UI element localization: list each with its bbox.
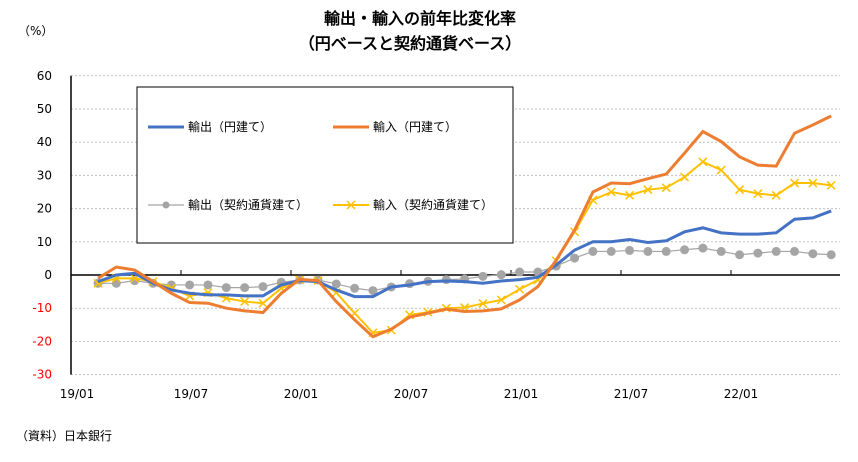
- x-tick-label: 19/07: [174, 387, 209, 401]
- legend-box: [136, 86, 514, 244]
- data-point: [570, 253, 580, 263]
- data-point: [258, 298, 268, 308]
- y-axis-label: （%）: [18, 24, 53, 38]
- source-note: （資料）日本銀行: [16, 429, 112, 443]
- data-point: [790, 246, 800, 256]
- legend-label: 輸入（円建て）: [373, 119, 457, 134]
- data-point: [258, 282, 268, 292]
- data-point: [606, 246, 616, 256]
- chart-title: 輸出・輸入の前年比変化率: [324, 9, 516, 28]
- y-tick-label: -10: [32, 301, 52, 315]
- x-tick-label: 20/07: [394, 387, 429, 401]
- series-0: [97, 209, 832, 299]
- series-1: [97, 114, 832, 339]
- data-point: [625, 190, 635, 200]
- data-point: [661, 246, 671, 256]
- data-point: [771, 246, 781, 256]
- data-point: [735, 250, 745, 260]
- data-point: [240, 297, 250, 307]
- legend-marker: [162, 201, 170, 209]
- y-tick-label: 20: [37, 202, 52, 216]
- x-tick-label: 21/01: [504, 387, 539, 401]
- y-tick-label: 50: [37, 102, 52, 116]
- data-point: [515, 284, 525, 294]
- series-line: [97, 209, 832, 299]
- data-point: [826, 250, 836, 260]
- data-point: [698, 243, 708, 253]
- data-point: [515, 267, 525, 277]
- data-point: [643, 185, 653, 195]
- data-point: [625, 245, 635, 255]
- data-point: [680, 245, 690, 255]
- data-point: [808, 249, 818, 259]
- chart-subtitle: （円ベースと契約通貨ベース）: [299, 34, 521, 53]
- data-point: [203, 280, 213, 290]
- y-tick-label: -20: [32, 334, 52, 348]
- y-tick-label: 40: [37, 135, 52, 149]
- series-2: [93, 243, 836, 296]
- data-point: [790, 178, 800, 188]
- data-point: [368, 286, 378, 296]
- x-tick-label: 21/07: [614, 387, 649, 401]
- y-tick-label: -30: [32, 368, 52, 382]
- data-point: [661, 183, 671, 193]
- legend-label: 輸出（円建て）: [188, 119, 272, 134]
- data-point: [331, 279, 341, 289]
- legend-marker: [346, 200, 356, 210]
- y-tick-label: 0: [44, 268, 52, 282]
- y-tick-label: 10: [37, 235, 52, 249]
- data-point: [606, 187, 616, 197]
- data-point: [716, 165, 726, 175]
- data-point: [496, 270, 506, 280]
- data-point: [478, 271, 488, 281]
- data-point: [808, 178, 818, 188]
- data-point: [240, 283, 250, 293]
- data-point: [716, 246, 726, 256]
- data-point: [735, 185, 745, 195]
- data-point: [588, 246, 598, 256]
- y-tick-label: 30: [37, 168, 52, 182]
- x-tick-label: 20/01: [284, 387, 319, 401]
- data-point: [478, 299, 488, 309]
- data-point: [753, 248, 763, 258]
- data-point: [221, 283, 231, 293]
- legend-label: 輸入（契約通貨建て）: [373, 197, 493, 212]
- data-point: [698, 157, 708, 167]
- series-line: [97, 114, 832, 339]
- x-tick-label: 22/01: [724, 387, 759, 401]
- data-point: [753, 189, 763, 199]
- data-point: [496, 295, 506, 305]
- legend-label: 輸出（契約通貨建て）: [188, 197, 308, 212]
- y-tick-label: 60: [37, 69, 52, 83]
- data-point: [826, 180, 836, 190]
- legend: 輸出（円建て） 輸入（円建て） 輸出（契約通貨建て） 輸入（契約通貨建て）: [136, 86, 514, 244]
- data-point: [771, 190, 781, 200]
- data-point: [643, 246, 653, 256]
- x-tick-label: 19/01: [60, 387, 95, 401]
- data-point: [680, 172, 690, 182]
- data-point: [185, 280, 195, 290]
- data-point: [350, 283, 360, 293]
